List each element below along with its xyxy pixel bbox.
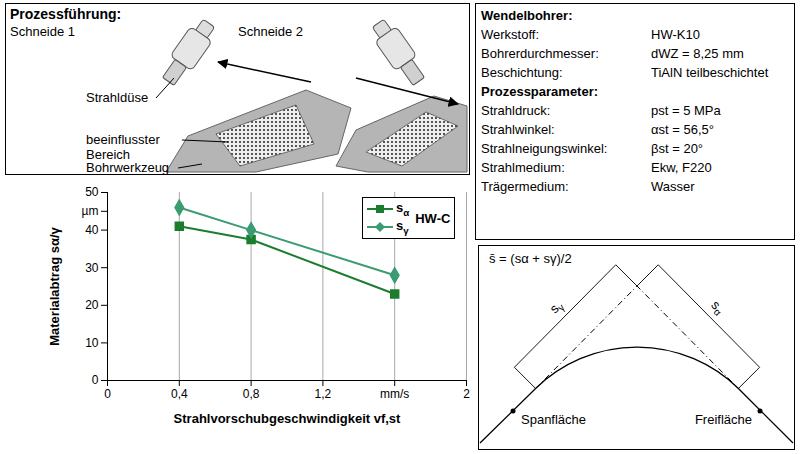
svg-text:Freifläche: Freifläche xyxy=(695,412,752,427)
svg-text:40: 40 xyxy=(85,223,99,237)
svg-text:Materialabtrag sα/γ: Materialabtrag sα/γ xyxy=(47,226,62,345)
html-text:Werkstoff:: Werkstoff: xyxy=(481,27,539,42)
html-text:Schneide 2: Schneide 2 xyxy=(238,24,304,39)
svg-text:sγ: sγ xyxy=(547,297,567,317)
html-text:Bohrwerkzeug: Bohrwerkzeug xyxy=(86,160,170,175)
html-text:Prozessführung:: Prozessführung: xyxy=(10,6,122,22)
html-text:Prozessparameter:: Prozessparameter: xyxy=(481,84,599,99)
svg-text:20: 20 xyxy=(85,298,99,312)
html-text:dWZ = 8,25 mm: dWZ = 8,25 mm xyxy=(651,46,744,61)
svg-text:0,8: 0,8 xyxy=(243,387,260,401)
svg-text:50: 50 xyxy=(85,185,99,199)
html-text:Bohrerdurchmesser:: Bohrerdurchmesser: xyxy=(481,46,599,61)
svg-text:Strahlvorschubgeschwindigkeit: Strahlvorschubgeschwindigkeit vf,st xyxy=(174,411,401,426)
html-text:Strahldruck:: Strahldruck: xyxy=(481,103,551,118)
html-text:Ekw, F220: Ekw, F220 xyxy=(651,160,712,175)
html-text:HW-C: HW-C xyxy=(415,210,451,226)
svg-text:1,2: 1,2 xyxy=(315,387,332,401)
svg-text:0,4: 0,4 xyxy=(171,387,188,401)
svg-text:30: 30 xyxy=(85,261,99,275)
html-text:TiAlN teilbeschichtet: TiAlN teilbeschichtet xyxy=(651,65,769,80)
html-text:αst = 56,5°: αst = 56,5° xyxy=(651,122,714,137)
html-text:Beschichtung:: Beschichtung: xyxy=(481,65,563,80)
svg-text:µm: µm xyxy=(82,204,99,218)
html-text:Strahlmedium:: Strahlmedium: xyxy=(481,160,565,175)
html-text:Strahlneigungswinkel:: Strahlneigungswinkel: xyxy=(481,141,608,156)
html-text:Wendelbohrer:: Wendelbohrer: xyxy=(481,8,573,23)
html-text:βst = 20°: βst = 20° xyxy=(651,141,704,156)
html-text:Strahldüse: Strahldüse xyxy=(86,90,149,105)
html-text:Strahlwinkel:: Strahlwinkel: xyxy=(481,122,555,137)
svg-text:0: 0 xyxy=(104,387,111,401)
svg-text:Spanfläche: Spanfläche xyxy=(521,412,586,427)
html-text:beeinflusster Bereich: beeinflusster Bereich xyxy=(86,132,160,162)
svg-text:10: 10 xyxy=(85,336,99,350)
html-text:Trägermedium:: Trägermedium: xyxy=(481,179,569,194)
svg-text:mm/s: mm/s xyxy=(380,387,409,401)
html-text:pst = 5 MPa: pst = 5 MPa xyxy=(651,103,721,118)
html-text:Schneide 1: Schneide 1 xyxy=(10,24,76,39)
svg-text:0: 0 xyxy=(92,373,99,387)
html-text:Wasser: Wasser xyxy=(651,179,695,194)
svg-text:2: 2 xyxy=(463,387,470,401)
html-text:sα: sα xyxy=(396,200,410,218)
svg-text:s̄ = (sα + sγ)/2: s̄ = (sα + sγ)/2 xyxy=(489,251,572,266)
svg-text:sα: sα xyxy=(707,297,728,318)
html-text:HW-K10: HW-K10 xyxy=(651,27,700,42)
html-text:sγ: sγ xyxy=(396,218,409,236)
